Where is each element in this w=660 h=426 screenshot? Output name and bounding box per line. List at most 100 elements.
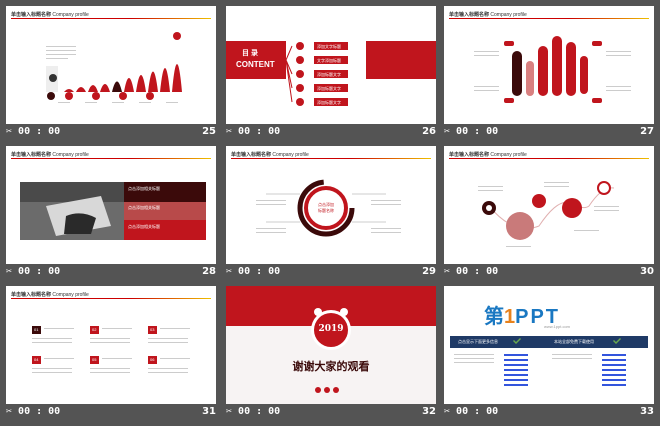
- text-placeholder-lines: [32, 328, 190, 373]
- laptop-photo: [20, 182, 124, 240]
- slide-thumbnail-32[interactable]: 2019 谢谢大家的观看 ✂ 00 : 00 32: [226, 286, 436, 426]
- slide-thumbnail-33[interactable]: 第1PPT www.1ppt.com 点击显示下面更多信息 本站全部免费下载使用…: [444, 286, 654, 426]
- slide-number: 33: [640, 406, 654, 417]
- toc-item-5: 添加标题文字: [317, 100, 341, 105]
- slide-header: 单击输入标题名称 Company profile: [449, 12, 527, 18]
- year-badge-graphic: [311, 308, 351, 393]
- slide-number: 26: [422, 126, 436, 137]
- slide-meta: ✂ 00 : 00 27: [444, 124, 654, 146]
- info-title-3: 点击添加相关标题: [128, 224, 160, 229]
- badge-01: [32, 326, 41, 334]
- slide-thumbnail-31[interactable]: 单击输入标题名称 Company profile 01 02 03 04 05 …: [6, 286, 216, 426]
- slide-meta: ✂ 00 : 00 26: [226, 124, 436, 146]
- info-bar: [450, 336, 648, 348]
- slide-thumbnail-29[interactable]: 单击输入标题名称 Company profile 点击添加 标题名称 ✂ 00 …: [226, 146, 436, 286]
- slide-thumbnail-25[interactable]: 单击输入标题名称 Company profile: [6, 6, 216, 146]
- badge-label: 02: [92, 327, 97, 332]
- slide-meta: ✂ 00 : 00 31: [6, 404, 216, 426]
- badge-03: [148, 326, 157, 334]
- timing-label: ✂ 00 : 00: [444, 406, 499, 417]
- timing-label: ✂ 00 : 00: [226, 406, 281, 417]
- thank-you-message: 谢谢大家的观看: [292, 361, 370, 373]
- info-block-2: [124, 202, 206, 220]
- header-rule: [11, 158, 211, 159]
- timing-label: ✂ 00 : 00: [6, 266, 61, 277]
- right-banner: [366, 41, 436, 79]
- header-rule: [449, 158, 649, 159]
- timing-label: ✂ 00 : 00: [226, 126, 281, 137]
- slide-preview: 单击输入标题名称 Company profile: [444, 146, 654, 264]
- info-bar-left: 点击显示下面更多信息: [458, 339, 498, 344]
- slide-header: 单击输入标题名称 Company profile: [231, 152, 309, 158]
- badge-label: 04: [34, 357, 39, 362]
- toc-connector-graphic: [285, 42, 348, 106]
- timing-label: ✂ 00 : 00: [444, 126, 499, 137]
- slide-preview: 单击输入标题名称 Company profile: [6, 6, 216, 124]
- info-block-1: [124, 182, 206, 202]
- slide-meta: ✂ 00 : 00 32: [226, 404, 436, 426]
- brand-url: www.1ppt.com: [544, 324, 571, 329]
- slide-header: 单击输入标题名称 Company profile: [11, 292, 89, 298]
- badge-label: 03: [150, 327, 155, 332]
- slide-meta: ✂ 00 : 00 30: [444, 264, 654, 286]
- header-rule: [231, 158, 431, 159]
- slide-header: 单击输入标题名称 Company profile: [449, 152, 527, 158]
- pill-bars-graphic: [474, 36, 631, 103]
- badge-label: 06: [150, 357, 155, 362]
- slide-preview: 2019 谢谢大家的观看: [226, 286, 436, 404]
- info-title-2: 点击添加相关标题: [128, 205, 160, 210]
- badge-06: [148, 356, 157, 364]
- badge-label: 05: [92, 357, 97, 362]
- timing-label: ✂ 00 : 00: [6, 406, 61, 417]
- year-label: 2019: [318, 324, 344, 334]
- link-list-graphic: [454, 338, 626, 386]
- ring-diagram: [256, 179, 401, 237]
- slide-preview: 目 录 CONTENT 添加文字标题 文字添加标题 添加标题文字 添加标题文字 …: [226, 6, 436, 124]
- toc-item-1: 添加文字标题: [317, 44, 341, 49]
- slide-meta: ✂ 00 : 00 33: [444, 404, 654, 426]
- brand-logo: 第1PPT: [484, 306, 561, 328]
- slide-thumbnail-27[interactable]: 单击输入标题名称 Company profile ✂ 00 : 00 27: [444, 6, 654, 146]
- slide-preview: 单击输入标题名称 Company profile: [444, 6, 654, 124]
- badge-05: [90, 356, 99, 364]
- slide-number: 29: [422, 266, 436, 277]
- slide-header: 单击输入标题名称 Company profile: [11, 152, 89, 158]
- slide-number: 30: [640, 266, 654, 277]
- slide-number: 25: [202, 126, 216, 137]
- toc-item-2: 文字添加标题: [317, 58, 341, 63]
- slide-header: 单击输入标题名称 Company profile: [11, 12, 89, 18]
- slide-thumbnail-28[interactable]: 单击输入标题名称 Company profile 点击添加相关标题 点击添加相关…: [6, 146, 216, 286]
- slide-number: 27: [640, 126, 654, 137]
- center-label-2: 标题名称: [318, 208, 334, 213]
- badge-04: [32, 356, 41, 364]
- info-bar-right: 本站全部免费下载使用: [554, 339, 594, 344]
- slide-meta: ✂ 00 : 00 29: [226, 264, 436, 286]
- slide-number: 28: [202, 266, 216, 277]
- slide-number: 31: [202, 406, 216, 417]
- center-label-1: 点击添加: [318, 202, 334, 207]
- slide-preview: 单击输入标题名称 Company profile 点击添加相关标题 点击添加相关…: [6, 146, 216, 264]
- toc-item-4: 添加标题文字: [317, 86, 341, 91]
- slide-preview: 第1PPT www.1ppt.com 点击显示下面更多信息 本站全部免费下载使用: [444, 286, 654, 404]
- timing-label: ✂ 00 : 00: [444, 266, 499, 277]
- content-banner: [226, 41, 286, 79]
- content-title-cn: 目 录: [242, 50, 258, 57]
- header-rule: [11, 18, 211, 19]
- slide-meta: ✂ 00 : 00 25: [6, 124, 216, 146]
- timing-label: ✂ 00 : 00: [226, 266, 281, 277]
- slide-meta: ✂ 00 : 00 28: [6, 264, 216, 286]
- info-block-3: [124, 220, 206, 240]
- badge-02: [90, 326, 99, 334]
- header-rule: [449, 18, 649, 19]
- content-title-en: CONTENT: [236, 60, 275, 69]
- slide-number: 32: [422, 406, 436, 417]
- badge-label: 01: [34, 327, 39, 332]
- slide-thumbnail-26[interactable]: 目 录 CONTENT 添加文字标题 文字添加标题 添加标题文字 添加标题文字 …: [226, 6, 436, 146]
- header-rule: [11, 298, 211, 299]
- toc-item-3: 添加标题文字: [317, 72, 341, 77]
- slide-thumbnail-30[interactable]: 单击输入标题名称 Company profile ✂ 00 : 00 30: [444, 146, 654, 286]
- slide-preview: 单击输入标题名称 Company profile 点击添加 标题名称: [226, 146, 436, 264]
- bar-peaks-graphic: [46, 32, 182, 103]
- slide-preview: 单击输入标题名称 Company profile 01 02 03 04 05 …: [6, 286, 216, 404]
- timing-label: ✂ 00 : 00: [6, 126, 61, 137]
